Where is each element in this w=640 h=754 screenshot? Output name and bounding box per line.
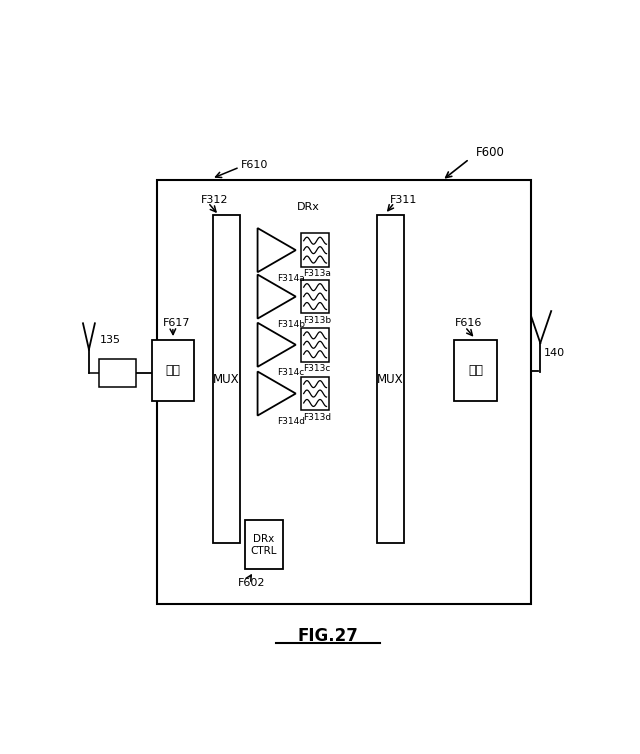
Bar: [301, 280, 330, 314]
Text: F313d: F313d: [303, 413, 332, 421]
Text: 整合: 整合: [468, 364, 483, 377]
Text: 135: 135: [100, 335, 121, 345]
Text: F610: F610: [241, 160, 268, 170]
Text: DRx: DRx: [297, 201, 319, 212]
Text: F313a: F313a: [303, 269, 331, 278]
Text: MUX: MUX: [377, 372, 404, 386]
Text: F314b: F314b: [276, 320, 305, 329]
Text: F311: F311: [390, 195, 417, 204]
Bar: [454, 340, 497, 401]
Text: 140: 140: [544, 348, 565, 358]
Text: 整合: 整合: [166, 364, 180, 377]
Text: F312: F312: [200, 195, 228, 204]
Bar: [376, 216, 404, 544]
Bar: [244, 520, 284, 569]
Bar: [301, 328, 330, 362]
Text: MUX: MUX: [213, 372, 240, 386]
Text: F602: F602: [237, 578, 265, 588]
Bar: [99, 359, 136, 387]
Text: F600: F600: [476, 146, 505, 159]
Text: FIG.27: FIG.27: [298, 627, 358, 645]
Bar: [152, 340, 194, 401]
Text: F617: F617: [163, 317, 191, 328]
Text: F314a: F314a: [276, 274, 305, 283]
Bar: [213, 216, 240, 544]
Text: F314c: F314c: [276, 368, 304, 377]
Bar: [301, 377, 330, 410]
Text: F314d: F314d: [276, 417, 305, 426]
Bar: [301, 233, 330, 267]
Text: F313b: F313b: [303, 316, 332, 325]
Text: DRx
CTRL: DRx CTRL: [251, 534, 277, 556]
Text: F616: F616: [454, 317, 482, 328]
Bar: [157, 180, 531, 604]
Text: F313c: F313c: [303, 364, 331, 373]
